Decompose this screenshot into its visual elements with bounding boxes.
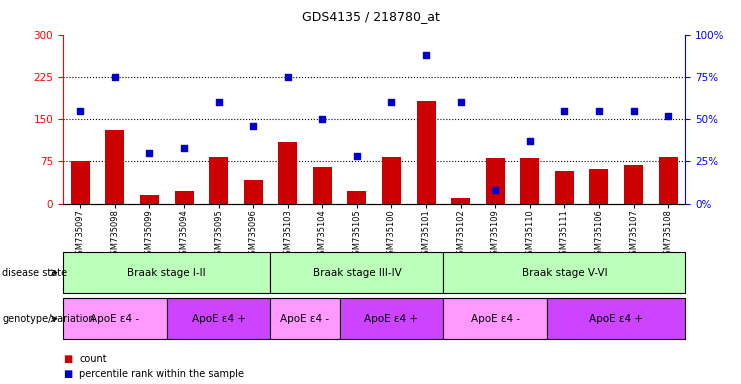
Bar [63,298,167,339]
Point [74,108,86,114]
Text: ApoE ε4 -: ApoE ε4 - [471,314,519,324]
Bar [659,157,677,204]
Bar [71,161,90,204]
Point [420,52,432,58]
Point [628,108,639,114]
Point [247,123,259,129]
Point [489,187,501,193]
Point [559,108,571,114]
Bar [555,171,574,204]
Point [351,153,363,159]
Bar [486,159,505,204]
Bar [209,157,228,204]
Text: ApoE ε4 +: ApoE ε4 + [365,314,419,324]
Text: ApoE ε4 +: ApoE ε4 + [192,314,245,324]
Bar [167,298,270,339]
Bar [520,159,539,204]
Bar [63,252,270,293]
Point [213,99,225,105]
Bar [451,198,470,204]
Bar [547,298,685,339]
Text: genotype/variation: genotype/variation [2,314,95,324]
Text: ApoE ε4 +: ApoE ε4 + [589,314,643,324]
Text: Braak stage I-II: Braak stage I-II [127,268,206,278]
Bar [244,180,262,204]
Point [316,116,328,122]
Bar [443,298,547,339]
Bar [270,252,443,293]
Text: ■: ■ [63,354,72,364]
Bar [105,130,124,204]
Point [282,74,293,80]
Bar [416,101,436,204]
Point [662,113,674,119]
Point [178,145,190,151]
Point [385,99,397,105]
Bar [140,195,159,204]
Text: Braak stage V-VI: Braak stage V-VI [522,268,607,278]
Bar [279,142,297,204]
Text: disease state: disease state [2,268,67,278]
Text: ■: ■ [63,369,72,379]
Bar [339,298,443,339]
Text: count: count [79,354,107,364]
Point [455,99,467,105]
Text: percentile rank within the sample: percentile rank within the sample [79,369,245,379]
Text: ApoE ε4 -: ApoE ε4 - [90,314,139,324]
Bar [270,298,339,339]
Bar [174,191,193,204]
Bar [313,167,332,204]
Point [144,150,156,156]
Point [109,74,121,80]
Point [524,138,536,144]
Text: GDS4135 / 218780_at: GDS4135 / 218780_at [302,10,439,23]
Bar [382,157,401,204]
Point [593,108,605,114]
Text: Braak stage III-IV: Braak stage III-IV [313,268,402,278]
Bar [624,165,643,204]
Bar [443,252,685,293]
Text: ApoE ε4 -: ApoE ε4 - [281,314,330,324]
Bar [348,191,366,204]
Bar [590,169,608,204]
